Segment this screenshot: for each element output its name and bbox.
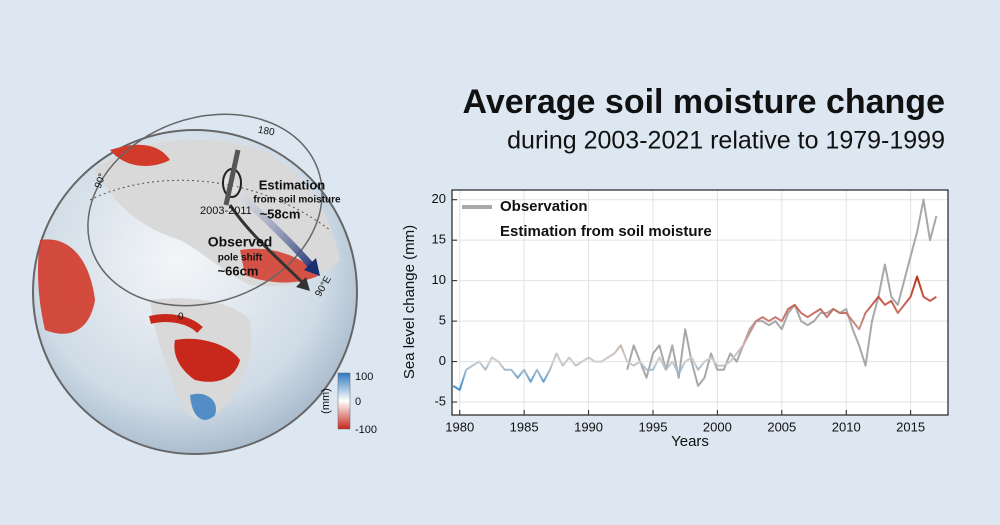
observed-value: ~66cm: [218, 263, 259, 278]
x-tick-label: 2010: [832, 419, 861, 434]
axis-icon: [223, 149, 241, 206]
legend-label: Observation: [500, 198, 588, 215]
x-tick-label: 2015: [896, 419, 925, 434]
land-red: [149, 314, 203, 334]
colorbar-unit: (mm): [320, 388, 332, 414]
y-axis-label: Sea level change (mm): [401, 225, 418, 379]
observed-subtitle: pole shift: [218, 253, 263, 264]
observed-arrow: [228, 204, 307, 287]
globe-label: 90°: [93, 172, 109, 190]
land-blue: [190, 393, 216, 420]
x-axis-label: Years: [671, 433, 709, 450]
legend-label: Estimation from soil moisture: [500, 223, 712, 240]
plot-area: [452, 190, 948, 415]
land-red: [110, 144, 170, 166]
estimation-subtitle: from soil moisture: [253, 195, 341, 206]
x-tick-label: 1985: [510, 419, 539, 434]
land-red: [240, 248, 320, 283]
globe-label: 0: [178, 312, 184, 323]
y-tick-label: 0: [439, 353, 446, 368]
chart-subtitle: during 2003-2021 relative to 1979-1999: [507, 127, 945, 155]
estimation-title: Estimation: [259, 177, 326, 192]
land-red: [37, 239, 95, 334]
y-tick-label: -5: [434, 393, 446, 408]
arrowhead: [296, 277, 310, 291]
x-tick-label: 1990: [574, 419, 603, 434]
globe-label: 180: [257, 125, 276, 139]
colorbar: [337, 372, 351, 430]
plot-frame: [451, 189, 949, 416]
y-tick-label: 10: [432, 272, 446, 287]
estimation-value: ~58cm: [260, 206, 301, 221]
period-label: 2003-2011: [200, 205, 252, 217]
series-line: [626, 198, 938, 387]
colorbar-tick: 0: [355, 396, 361, 408]
colorbar-tick: -100: [355, 424, 377, 436]
land: [95, 139, 340, 287]
land-red: [174, 338, 240, 382]
meridian: [87, 113, 323, 307]
y-tick-label: 5: [439, 313, 446, 328]
x-tick-label: 2005: [767, 419, 796, 434]
x-tick-label: 2000: [703, 419, 732, 434]
y-tick-label: 20: [432, 191, 446, 206]
series-line: [452, 275, 937, 391]
x-tick-label: 1995: [639, 419, 668, 434]
estimation-arrow: [222, 177, 318, 273]
arrowhead: [304, 258, 320, 276]
y-tick-label: 15: [432, 232, 446, 247]
observed-title: Observed: [208, 234, 273, 250]
latitude: [89, 179, 331, 231]
x-tick-label: 1980: [445, 419, 474, 434]
globe: 180 90° 90°E 0 2003-2011 Estimation from…: [32, 113, 377, 455]
chart-title: Average soil moisture change: [463, 83, 945, 121]
colorbar-tick: 100: [355, 371, 373, 383]
